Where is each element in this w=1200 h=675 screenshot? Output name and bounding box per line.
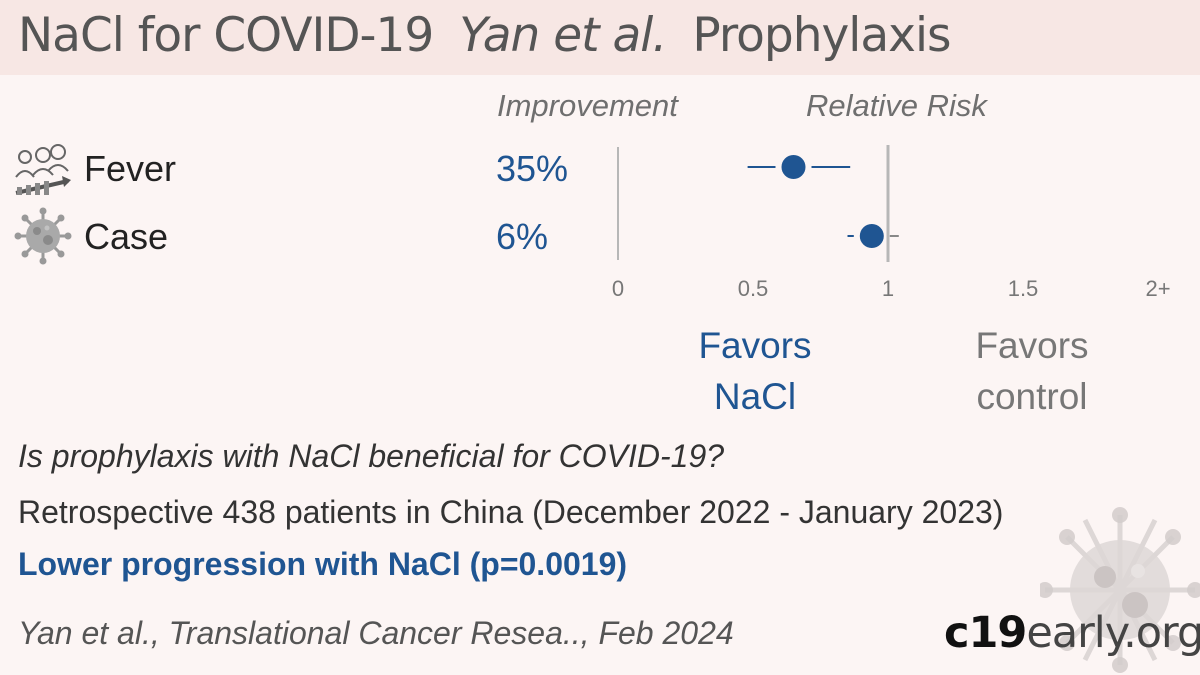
virus-icon [14, 207, 72, 265]
study-description: Retrospective 438 patients in China (Dec… [18, 494, 1004, 530]
improvement-value-fever: 35% [496, 148, 569, 189]
citation: Yan et al., Translational Cancer Resea..… [18, 615, 734, 651]
fever-patients-icon [15, 144, 71, 195]
relative-risk-column-header: Relative Risk [806, 88, 987, 123]
favors-nacl-line2: NaCl [713, 376, 797, 417]
header-bar: NaCl for COVID-19 Yan et al. Prophylaxis [0, 0, 1200, 75]
favors-nacl-line1: Favors [698, 325, 812, 366]
forest-plot: 0 0.5 1 1.5 2+ [612, 145, 1171, 301]
brand-logo[interactable]: c19early.org [944, 608, 1200, 658]
page-title: NaCl for COVID-19 Yan et al. Prophylaxis [18, 8, 952, 63]
x-tick-label: 1.5 [1008, 276, 1039, 301]
favors-nacl-label: Favors NaCl [655, 320, 855, 422]
favors-control-line2: control [976, 376, 1088, 417]
row-label-case: Case [84, 216, 169, 257]
title-authors: Yan et al. [459, 8, 667, 63]
title-setting: Prophylaxis [692, 8, 951, 63]
improvement-value-case: 6% [496, 216, 549, 257]
row-label-fever: Fever [84, 148, 177, 189]
brand-part2: early.org [1026, 608, 1200, 658]
brand-part1: c19 [944, 608, 1027, 658]
x-tick-label: 1 [882, 276, 894, 301]
x-tick-label: 0 [612, 276, 624, 301]
favors-control-line1: Favors [975, 325, 1089, 366]
x-tick-label: 2+ [1145, 276, 1170, 301]
improvement-column-header: Improvement [497, 88, 678, 123]
study-conclusion: Lower progression with NaCl (p=0.0019) [18, 546, 628, 582]
virus-watermark-icon [1040, 507, 1200, 673]
study-question: Is prophylaxis with NaCl beneficial for … [18, 438, 725, 474]
x-tick-label: 0.5 [738, 276, 769, 301]
point-fever [781, 155, 806, 179]
point-case [859, 224, 884, 248]
favors-control-label: Favors control [932, 320, 1132, 422]
title-main: NaCl for COVID-19 [18, 8, 434, 63]
